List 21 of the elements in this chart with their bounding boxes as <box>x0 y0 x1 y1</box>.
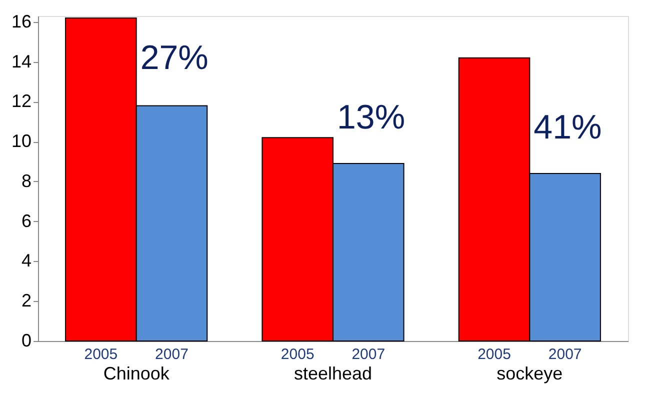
x-tick-label: steelhead <box>294 364 372 384</box>
y-tick-label: 12 <box>11 91 32 112</box>
y-tick-label: 6 <box>21 210 32 231</box>
x-tick-label: sockeye <box>496 364 563 384</box>
y-tick-label: 0 <box>21 330 32 350</box>
annotation: 27% <box>140 38 208 77</box>
text: 2007 <box>352 346 386 363</box>
series-label: 2007 <box>155 346 188 363</box>
x-tick-label: Chinook <box>103 364 170 384</box>
series-label: 2005 <box>84 346 118 363</box>
text: 2007 <box>548 346 582 363</box>
text: 2005 <box>280 346 314 363</box>
y-tick-label: 14 <box>11 51 32 72</box>
annotation: 13% <box>337 98 406 137</box>
text: 2005 <box>478 346 511 363</box>
y-tick-label: 10 <box>11 131 32 152</box>
y-tick-label: 8 <box>21 170 32 191</box>
y-tick-label: 2 <box>21 290 32 311</box>
annotation: 41% <box>534 108 602 147</box>
y-tick-label: 16 <box>11 11 32 32</box>
y-tick-label: 4 <box>21 250 32 271</box>
